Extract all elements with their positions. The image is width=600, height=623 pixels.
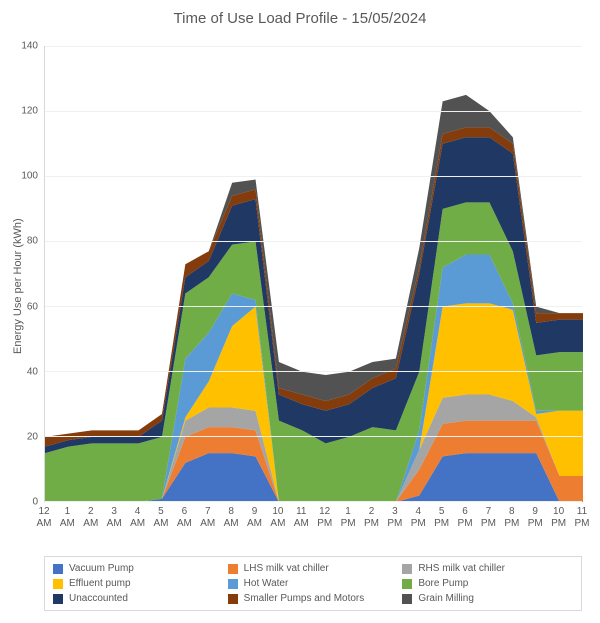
x-tick: 2PM	[364, 502, 379, 529]
x-tick: 12AM	[37, 502, 52, 529]
legend-label: LHS milk vat chiller	[244, 563, 329, 574]
legend-label: RHS milk vat chiller	[418, 563, 505, 574]
x-tick: 5PM	[434, 502, 449, 529]
legend-item: Unaccounted	[53, 593, 224, 604]
legend-item: RHS milk vat chiller	[402, 563, 573, 574]
x-tick: 4PM	[411, 502, 426, 529]
chart-title: Time of Use Load Profile - 15/05/2024	[0, 10, 600, 27]
x-tick: 1AM	[60, 502, 75, 529]
legend-label: Effluent pump	[69, 578, 131, 589]
x-tick: 9AM	[247, 502, 262, 529]
x-tick: 3PM	[387, 502, 402, 529]
x-tick: 8PM	[504, 502, 519, 529]
x-tick: 3AM	[107, 502, 122, 529]
legend-item: Hot Water	[228, 578, 399, 589]
figure: Time of Use Load Profile - 15/05/2024 En…	[0, 0, 600, 623]
legend-swatch	[228, 594, 238, 604]
legend-swatch	[402, 594, 412, 604]
y-axis-label: Energy Use per Hour (kWh)	[12, 218, 24, 354]
legend-label: Vacuum Pump	[69, 563, 134, 574]
stacked-area-svg	[45, 46, 583, 502]
y-tick: 100	[21, 171, 44, 182]
legend-item: Grain Milling	[402, 593, 573, 604]
plot-area: 02040608010012014012AM1AM2AM3AM4AM5AM6AM…	[44, 46, 582, 502]
x-tick: 2AM	[83, 502, 98, 529]
legend-label: Smaller Pumps and Motors	[244, 593, 365, 604]
legend-swatch	[53, 594, 63, 604]
legend-swatch	[402, 564, 412, 574]
legend-swatch	[53, 579, 63, 589]
x-tick: 6PM	[458, 502, 473, 529]
legend-swatch	[402, 579, 412, 589]
legend-swatch	[53, 564, 63, 574]
legend-label: Unaccounted	[69, 593, 128, 604]
y-tick: 80	[27, 236, 44, 247]
y-tick: 140	[21, 41, 44, 52]
legend-item: Smaller Pumps and Motors	[228, 593, 399, 604]
x-tick: 7PM	[481, 502, 496, 529]
x-tick: 8AM	[224, 502, 239, 529]
legend-item: LHS milk vat chiller	[228, 563, 399, 574]
x-tick: 1PM	[341, 502, 356, 529]
x-tick: 9PM	[528, 502, 543, 529]
x-tick: 4AM	[130, 502, 145, 529]
y-tick: 40	[27, 366, 44, 377]
y-tick: 20	[27, 431, 44, 442]
x-tick: 10PM	[551, 502, 566, 529]
legend-label: Hot Water	[244, 578, 289, 589]
legend-item: Vacuum Pump	[53, 563, 224, 574]
y-tick: 120	[21, 106, 44, 117]
legend-swatch	[228, 579, 238, 589]
legend: Vacuum Pump LHS milk vat chiller RHS milk …	[44, 556, 582, 611]
legend-label: Bore Pump	[418, 578, 468, 589]
x-tick: 10AM	[270, 502, 285, 529]
x-tick: 12PM	[317, 502, 332, 529]
x-tick: 5AM	[153, 502, 168, 529]
legend-item: Effluent pump	[53, 578, 224, 589]
y-tick: 60	[27, 301, 44, 312]
plot-background	[44, 46, 582, 502]
x-tick: 6AM	[177, 502, 192, 529]
legend-swatch	[228, 564, 238, 574]
legend-item: Bore Pump	[402, 578, 573, 589]
x-tick: 11PM	[575, 502, 590, 529]
legend-label: Grain Milling	[418, 593, 474, 604]
x-tick: 11AM	[294, 502, 309, 529]
x-tick: 7AM	[200, 502, 215, 529]
